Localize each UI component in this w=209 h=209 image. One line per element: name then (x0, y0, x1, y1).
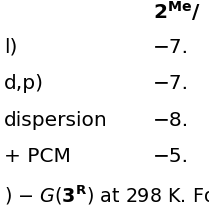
Text: + PCM: + PCM (4, 147, 71, 166)
Text: dispersion: dispersion (4, 111, 108, 130)
Text: −7.: −7. (153, 74, 189, 93)
Text: d,p): d,p) (4, 74, 44, 93)
Text: −8.: −8. (153, 111, 189, 130)
Text: $\mathbf{2}^{\mathbf{Me}}$/: $\mathbf{2}^{\mathbf{Me}}$/ (153, 0, 200, 23)
Text: −7.: −7. (153, 38, 189, 56)
Text: ) $-$ $\it{G}$($\mathbf{3}^{\mathbf{R}}$) at 298 K. For: ) $-$ $\it{G}$($\mathbf{3}^{\mathbf{R}}$… (4, 184, 209, 207)
Text: l): l) (4, 38, 18, 56)
Text: −5.: −5. (153, 147, 189, 166)
